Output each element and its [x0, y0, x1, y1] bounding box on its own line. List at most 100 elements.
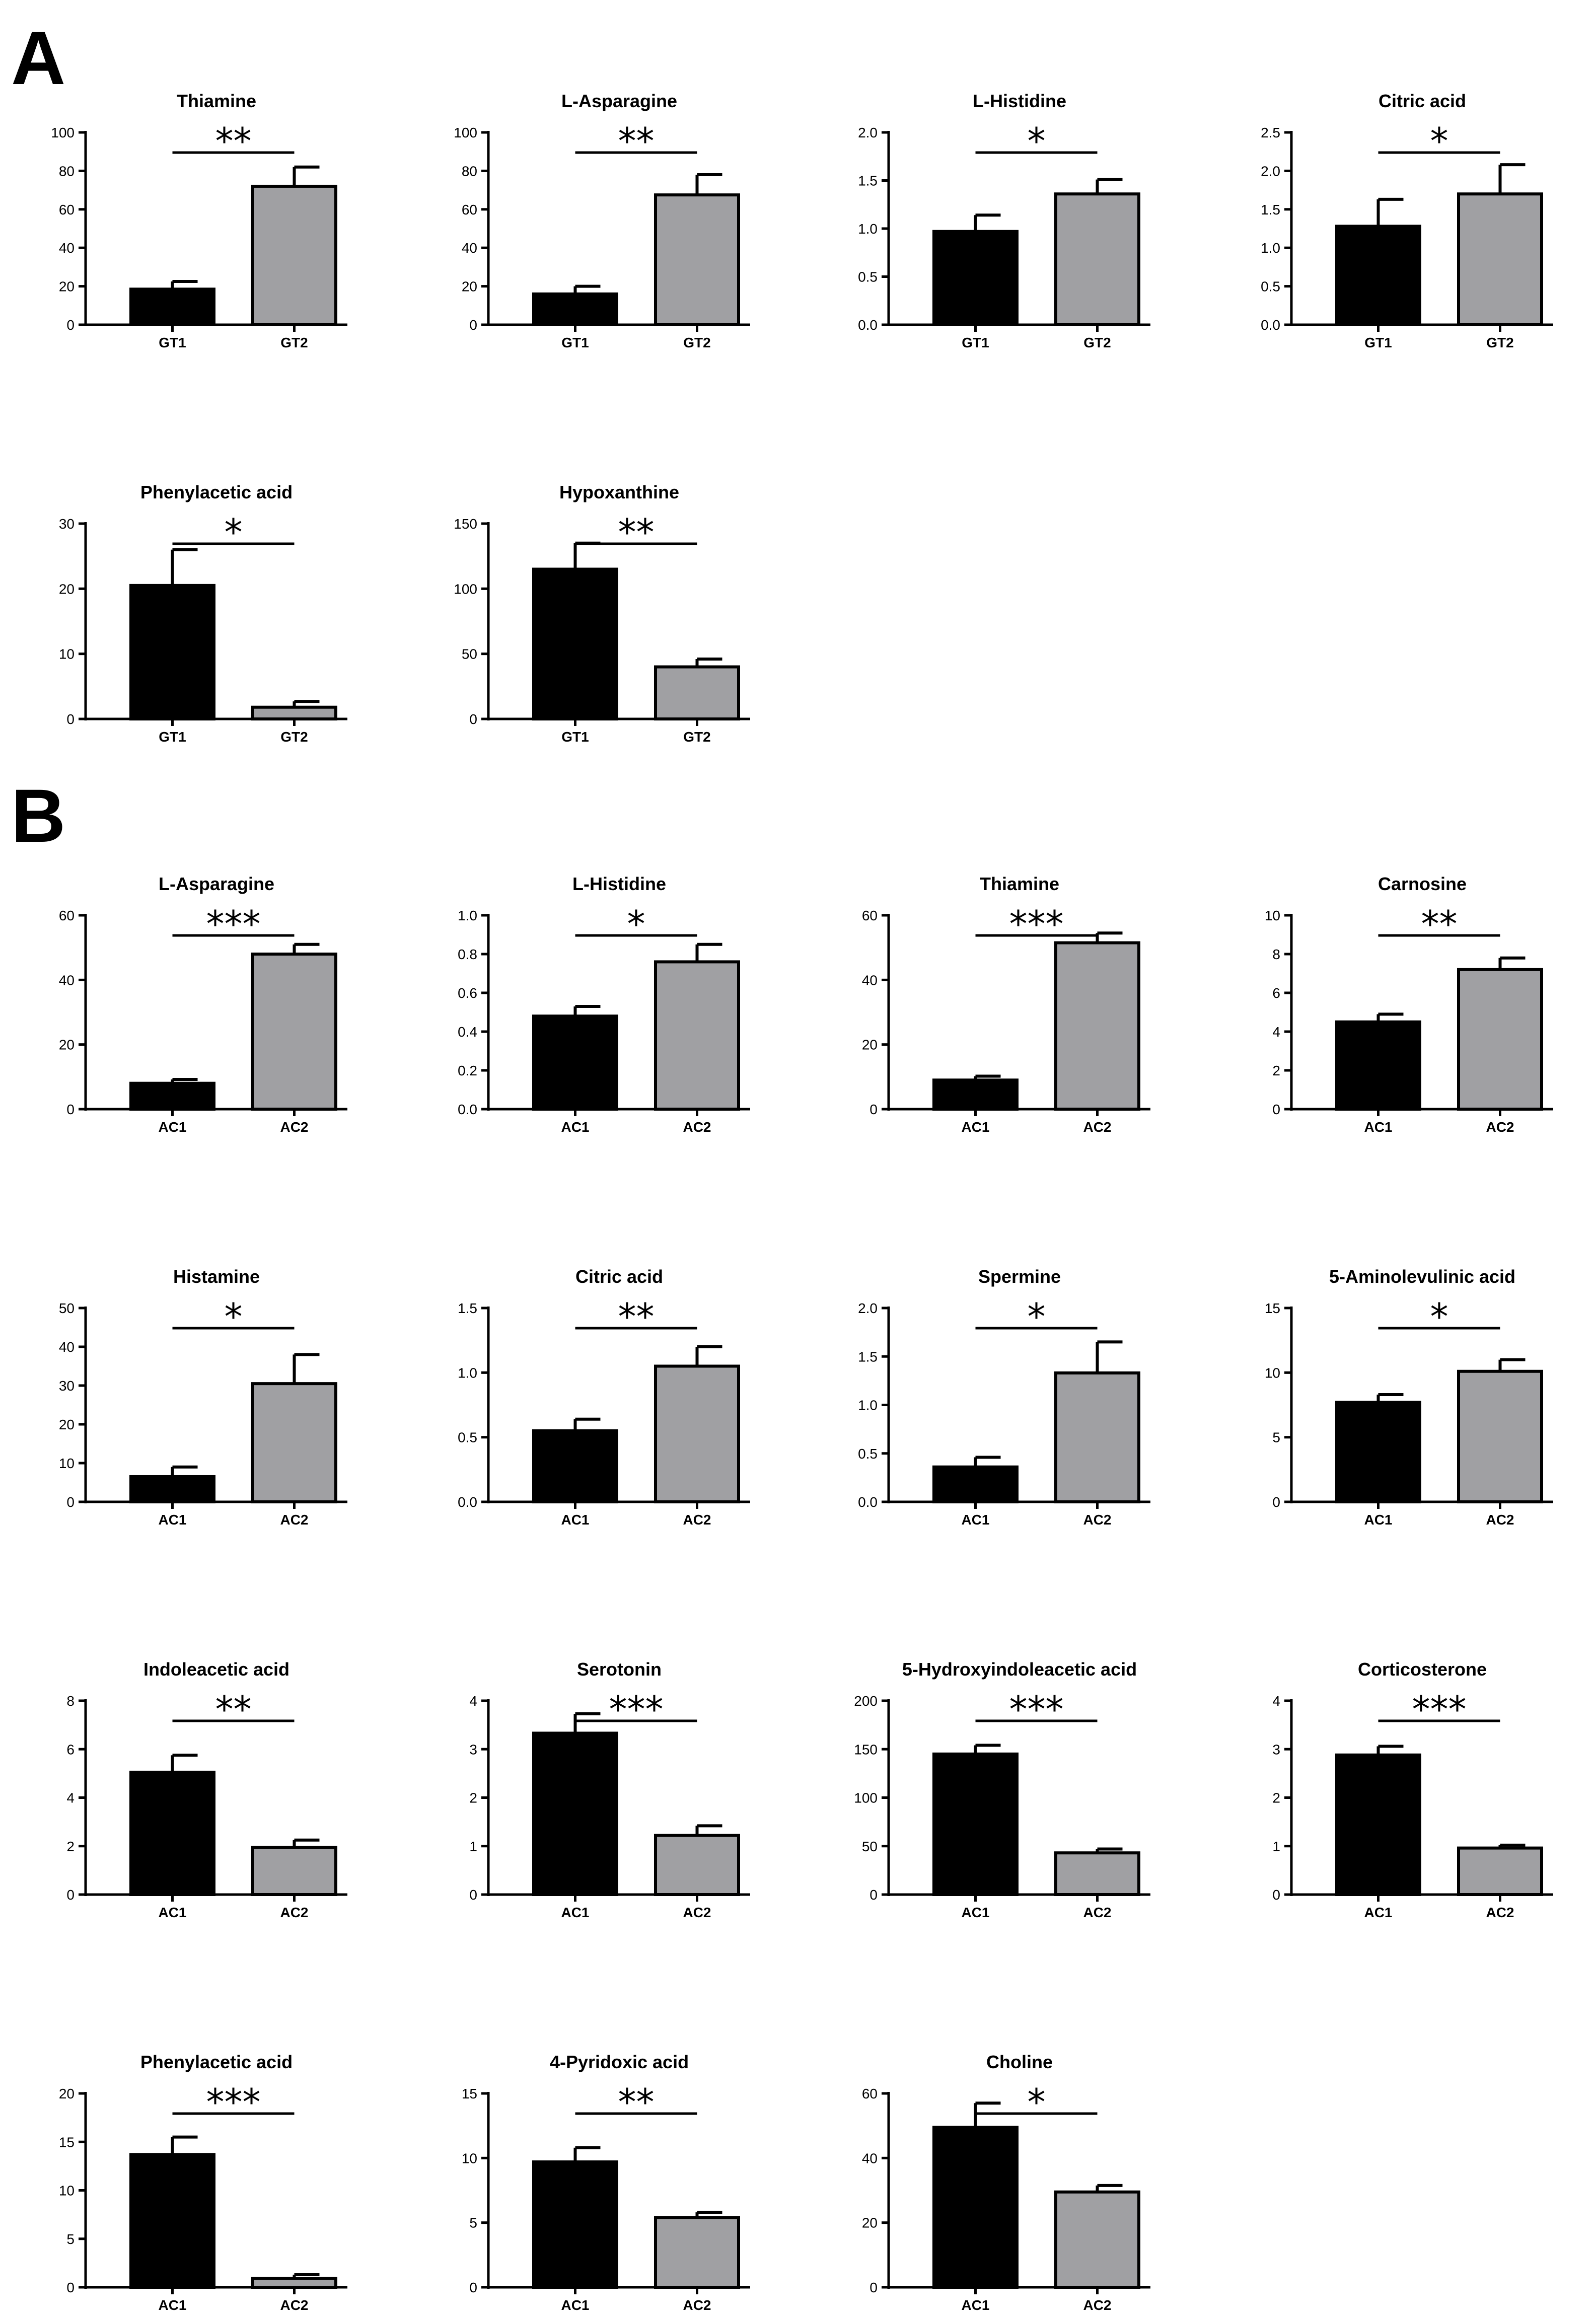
chart-2-significance-label: ** [618, 120, 655, 162]
chart-6-ytick-label: 150 [454, 516, 477, 532]
chart-16-error-bar-ac1 [573, 1712, 601, 1733]
chart-6-ytick-label: 0 [469, 711, 477, 727]
chart-3-bar-gt1 [932, 230, 1019, 327]
chart-3: L-Histidine GT1 GT2 0.0 0.5 1.0 1.5 2.0 * [858, 91, 1150, 350]
chart-18-ytick-label: 0 [1272, 1887, 1280, 1903]
chart-17-ytick-label: 50 [862, 1839, 878, 1854]
chart-7-ytick-label: 0 [66, 1102, 75, 1117]
chart-2-xtick-label: GT2 [683, 335, 710, 350]
chart-8-error-bar-ac2 [695, 942, 722, 962]
chart-17-ytick-label: 100 [854, 1790, 878, 1806]
chart-3-ytick-label: 0.0 [858, 317, 878, 333]
chart-15-ytick-label: 0 [66, 1887, 75, 1903]
chart-3-xtick-label: GT1 [962, 335, 989, 350]
chart-9-ytick-label: 40 [862, 972, 878, 988]
chart-16-title: Serotonin [577, 1659, 662, 1680]
chart-6-significance-label: ** [618, 511, 655, 553]
chart-6-bar-gt2 [654, 665, 740, 720]
chart-11-title: Histamine [173, 1266, 260, 1287]
chart-12-ytick-label: 1.0 [458, 1365, 477, 1381]
chart-3-error-bar-gt2 [1096, 178, 1123, 194]
chart-11-error-bar-ac1 [171, 1465, 198, 1477]
chart-19-ytick-label: 15 [59, 2134, 75, 2150]
chart-15: Indoleacetic acid AC1 AC2 0 2 4 6 8 ** [66, 1659, 347, 1920]
chart-18-xtick-label: AC2 [1486, 1905, 1514, 1920]
chart-21-xtick-label: AC2 [1083, 2297, 1111, 2313]
chart-14-error-bar-ac2 [1498, 1358, 1526, 1371]
chart-12-ytick-label: 0.5 [458, 1430, 477, 1445]
chart-15-error-bar-ac1 [171, 1754, 198, 1772]
chart-10-bar-ac2 [1457, 968, 1543, 1111]
chart-5-xtick-label: GT2 [280, 729, 308, 745]
chart-14-xtick-label: AC2 [1486, 1512, 1514, 1528]
chart-2-ytick-label: 40 [462, 240, 477, 256]
chart-13-bar-ac2 [1054, 1371, 1140, 1504]
chart-17-significance-label: *** [1009, 1688, 1064, 1730]
chart-19-error-bar-ac1 [171, 2135, 198, 2155]
chart-6-ytick-label: 50 [462, 646, 477, 662]
chart-15-bar-ac1 [129, 1770, 215, 1896]
chart-18-ytick-label: 1 [1272, 1839, 1280, 1854]
chart-17-ytick-label: 150 [854, 1742, 878, 1757]
chart-4-ytick-label: 2.5 [1261, 125, 1280, 140]
chart-3-ytick-label: 0.5 [858, 269, 878, 285]
chart-1-ytick-label: 100 [51, 125, 75, 140]
chart-7-bar-ac2 [251, 953, 337, 1111]
chart-12: Citric acid AC1 AC2 0.0 0.5 1.0 1.5 ** [458, 1266, 750, 1528]
chart-10-xtick-label: AC2 [1486, 1119, 1514, 1135]
chart-14-ytick-label: 10 [1265, 1365, 1280, 1381]
chart-2-error-bar-gt2 [695, 173, 722, 195]
chart-21-ytick-label: 0 [869, 2280, 878, 2295]
chart-1-significance-label: ** [215, 120, 252, 162]
chart-2-xtick-label: GT1 [561, 335, 589, 350]
chart-16-xtick-label: AC1 [561, 1905, 589, 1920]
chart-20-ytick-label: 15 [462, 2086, 477, 2101]
chart-13-title: Spermine [978, 1266, 1061, 1287]
chart-9: Thiamine AC1 AC2 0 20 40 60 *** [862, 874, 1150, 1135]
chart-3-bar-gt2 [1054, 192, 1140, 326]
chart-3-ytick-label: 1.0 [858, 221, 878, 237]
chart-5-bar-gt1 [129, 584, 215, 721]
chart-1-ytick-label: 0 [66, 317, 75, 333]
chart-5-ytick-label: 0 [66, 711, 75, 727]
chart-21-ytick-label: 40 [862, 2150, 878, 2166]
chart-5: Phenylacetic acid GT1 GT2 0 10 20 30 * [59, 482, 347, 745]
chart-19: Phenylacetic acid AC1 AC2 0 5 10 15 20 *** [59, 2052, 347, 2313]
chart-11-xtick-label: AC2 [280, 1512, 308, 1528]
chart-13-ytick-label: 2.0 [858, 1300, 878, 1316]
chart-8-bar-ac1 [532, 1014, 618, 1111]
chart-13-error-bar-ac1 [974, 1456, 1001, 1467]
chart-5-error-bar-gt1 [171, 548, 198, 586]
chart-7-ytick-label: 60 [59, 908, 75, 923]
chart-14-bar-ac1 [1335, 1401, 1421, 1504]
chart-15-ytick-label: 8 [66, 1693, 75, 1709]
chart-19-bar-ac2 [251, 2277, 337, 2289]
chart-20-ytick-label: 5 [469, 2215, 477, 2231]
chart-1-xtick-label: GT2 [280, 335, 308, 350]
chart-9-title: Thiamine [980, 874, 1059, 894]
chart-2-ytick-label: 20 [462, 279, 477, 295]
chart-7-ytick-label: 40 [59, 972, 75, 988]
chart-7-title: L-Asparagine [159, 874, 274, 894]
chart-21-error-bar-ac1 [974, 2101, 1001, 2128]
chart-6-xtick-label: GT1 [561, 729, 589, 745]
chart-20-significance-label: ** [618, 2081, 655, 2123]
chart-1-bar-gt1 [129, 287, 215, 327]
chart-2-ytick-label: 60 [462, 202, 477, 217]
panel-label-a: A [11, 16, 66, 100]
chart-20-bar-ac2 [654, 2216, 740, 2289]
chart-9-ytick-label: 20 [862, 1037, 878, 1053]
chart-6-bar-gt1 [532, 567, 618, 720]
chart-4-bar-gt1 [1335, 225, 1421, 326]
chart-7-ytick-label: 20 [59, 1037, 75, 1053]
chart-7-xtick-label: AC2 [280, 1119, 308, 1135]
chart-1-bar-gt2 [251, 184, 337, 326]
chart-1-ytick-label: 60 [59, 202, 75, 217]
chart-1: Thiamine GT1 GT2 0 20 40 60 80 100 ** [51, 91, 347, 350]
chart-4-xtick-label: GT2 [1486, 335, 1513, 350]
chart-15-title: Indoleacetic acid [143, 1659, 289, 1680]
chart-10-bar-ac1 [1335, 1020, 1421, 1111]
chart-12-bar-ac2 [654, 1364, 740, 1503]
chart-6: Hypoxanthine GT1 GT2 0 50 100 150 ** [454, 482, 750, 745]
chart-9-ytick-label: 0 [869, 1102, 878, 1117]
